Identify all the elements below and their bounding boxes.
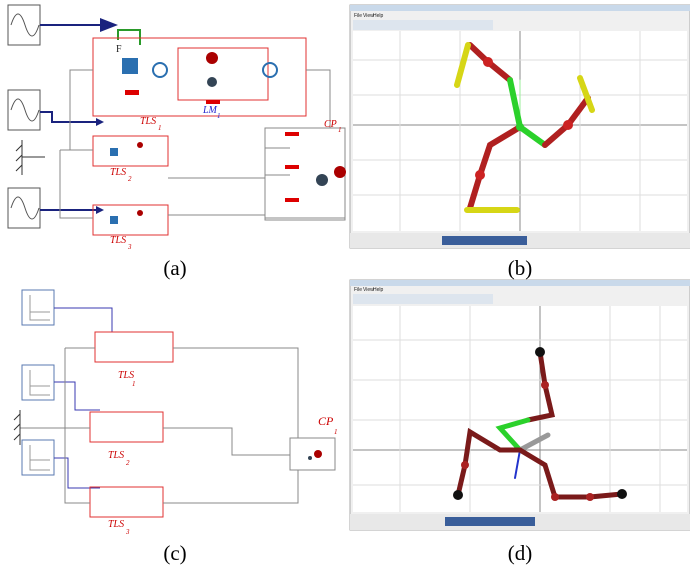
tls3-box (93, 205, 168, 235)
signal-lines (40, 25, 110, 210)
menu-item[interactable]: File (354, 287, 362, 293)
panel-b: File View Help (b) (350, 5, 690, 280)
wires (20, 348, 298, 503)
label-sub: 1 (217, 112, 221, 120)
caption: (b) (508, 256, 533, 280)
caption: (a) (163, 256, 186, 280)
menu-item[interactable]: File (354, 13, 362, 19)
tls2-box (90, 412, 163, 442)
label-sub: 1 (338, 126, 342, 134)
label: TLS (108, 450, 124, 461)
menu-item[interactable]: Help (373, 287, 384, 293)
panel-c: TLS 1 TLS 2 TLS 3 CP 1 (c) (14, 290, 338, 565)
components (16, 52, 346, 224)
label-sub: 2 (128, 175, 132, 183)
menu-item[interactable]: Help (373, 13, 384, 19)
wires (60, 70, 345, 218)
label: TLS (110, 167, 126, 178)
figure: F TLS 1 LM 1 TLS 2 TLS 3 CP 1 (a) File V… (0, 0, 690, 569)
label-sub: 3 (125, 528, 130, 536)
label-sub: 3 (127, 243, 132, 251)
cp1-box (265, 128, 345, 220)
cp1-box (290, 438, 335, 470)
label-sub: 1 (158, 124, 162, 132)
tls3-box (90, 487, 163, 517)
caption: (d) (508, 541, 533, 565)
label-sub: 1 (334, 428, 338, 436)
caption: (c) (163, 541, 186, 565)
label-sub: 2 (126, 459, 130, 467)
label: CP (324, 119, 337, 130)
panel-a: F TLS 1 LM 1 TLS 2 TLS 3 CP 1 (a) (8, 5, 346, 280)
lm1-box (178, 48, 268, 100)
label: TLS (140, 116, 156, 127)
sources (8, 5, 40, 228)
panel-d: File View Help (d) (350, 280, 690, 565)
label: LM (202, 105, 218, 116)
label: F (116, 44, 122, 55)
label: CP (318, 414, 334, 428)
label-sub: 1 (132, 380, 136, 388)
tls1-box (95, 332, 173, 362)
label: TLS (110, 235, 126, 246)
label: TLS (108, 519, 124, 530)
tls2-box (93, 136, 168, 166)
tls1-box (93, 38, 306, 116)
